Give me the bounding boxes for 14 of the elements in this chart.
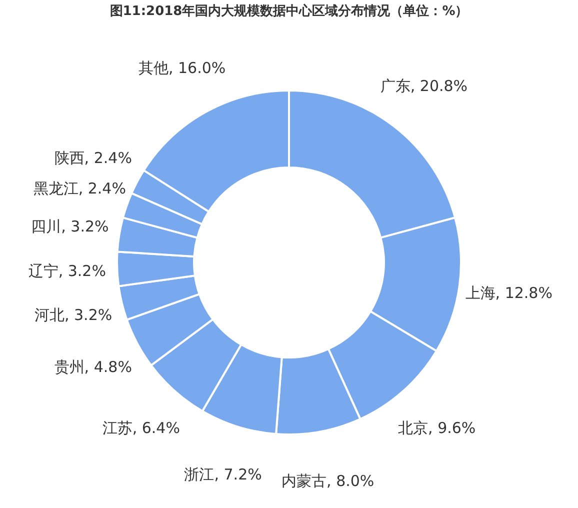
slice-label: 贵州, 4.8% [54,358,132,376]
slice-label: 江苏, 6.4% [102,419,180,438]
slice-label: 浙江, 7.2% [184,465,262,484]
slice-label: 河北, 3.2% [34,306,112,324]
slice-label: 内蒙古, 8.0% [282,472,374,490]
slice-label: 北京, 9.6% [398,419,476,438]
slice-label: 广东, 20.8% [380,77,468,96]
slice-label: 黑龙江, 2.4% [33,180,126,198]
slice-label: 上海, 12.8% [465,284,552,302]
slice-label: 陕西, 2.4% [54,149,132,168]
slice-label: 四川, 3.2% [31,217,109,236]
chart-title: 图11:2018年国内大规模数据中心区域分布情况（单位：%） [110,3,468,19]
slice-label: 其他, 16.0% [138,58,226,77]
slice-label: 辽宁, 3.2% [28,262,106,280]
